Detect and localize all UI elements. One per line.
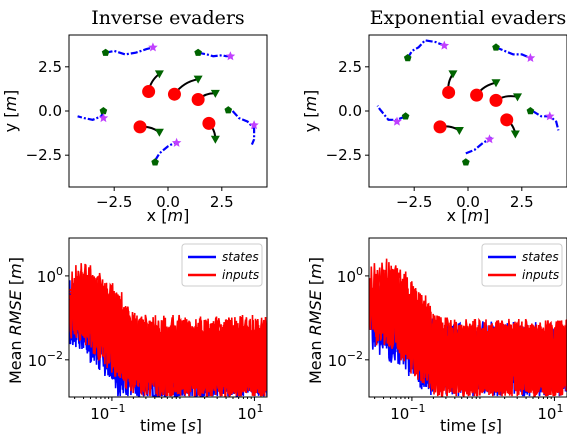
- evader-marker: [225, 51, 236, 61]
- pursuer-marker: [489, 93, 503, 107]
- evader-marker: [484, 134, 495, 144]
- evader-marker: [525, 53, 536, 62]
- evader-start-marker: [224, 106, 233, 114]
- y-tick-label: 2.5: [38, 58, 62, 76]
- axes-frame: [68, 34, 268, 188]
- target-marker: [210, 135, 220, 144]
- x-tick-label: 0.0: [156, 193, 180, 211]
- evader-marker: [171, 137, 182, 147]
- legend-label-inputs: inputs: [222, 268, 259, 282]
- axes-frame: [368, 237, 567, 398]
- rmse-panel-2: 10−1 101 100 10−2 time [s] Mean RMSE [m] state…: [306, 237, 567, 434]
- y-axis-label: Mean RMSE [m]: [6, 257, 25, 384]
- target-marker: [454, 126, 464, 135]
- y-tick-label: −2.5: [326, 146, 362, 164]
- pursuer-marker: [442, 85, 456, 99]
- evader-marker: [392, 116, 402, 126]
- trajectory-panel-2: Exponential evaders −2.5 0.0 2.5 2.5 0.0 −2.5 x…: [301, 7, 567, 225]
- target-marker: [154, 128, 164, 137]
- y-tick-label: −2.5: [26, 146, 62, 164]
- evader-marker: [439, 40, 450, 50]
- x-tick-label: 10−1: [390, 402, 425, 423]
- evader-start-marker: [526, 107, 535, 115]
- evader-trail: [154, 141, 177, 162]
- evader-trail: [532, 110, 560, 131]
- y-tick-label: 10−2: [328, 349, 363, 370]
- target-marker: [154, 70, 164, 79]
- evader-marker: [98, 113, 109, 123]
- pursuer-marker: [500, 113, 514, 127]
- inputs-line: [369, 284, 567, 391]
- evader-start-marker: [101, 48, 110, 56]
- evader-trail: [231, 110, 256, 146]
- axes-frame: [68, 237, 268, 398]
- x-tick-label: 2.5: [210, 193, 234, 211]
- legend-label-inputs: inputs: [522, 268, 559, 282]
- x-tick-label: 10−1: [90, 402, 125, 423]
- evader-start-marker: [194, 48, 202, 56]
- panel-title: Inverse evaders: [91, 7, 244, 29]
- y-tick-label: 100: [337, 265, 363, 286]
- evader-trail: [495, 46, 531, 60]
- y-tick-label: 100: [37, 265, 63, 286]
- y-axis-label: y [m]: [301, 90, 320, 133]
- evader-trail: [376, 105, 407, 121]
- evader-start-marker: [492, 43, 500, 51]
- x-tick-label: −2.5: [96, 193, 132, 211]
- evader-start-marker: [99, 107, 108, 115]
- evader-start-marker: [401, 112, 410, 120]
- legend-label-states: states: [522, 250, 559, 264]
- y-tick-label: 0.0: [338, 102, 362, 120]
- pursuer-marker: [470, 88, 484, 102]
- evader-marker: [148, 42, 158, 52]
- trajectory-panel-1: Inverse evaders −2.5 0.0 2.5 2.5 0.0 −2.5 x [m]…: [1, 7, 268, 225]
- pursuer-marker: [133, 120, 147, 134]
- evader-trail: [77, 110, 105, 121]
- target-marker: [491, 79, 501, 88]
- y-axis-label: y [m]: [1, 90, 20, 133]
- x-tick-label: 0.0: [456, 193, 480, 211]
- target-marker: [193, 75, 203, 84]
- x-axis-label: x [m]: [147, 206, 190, 225]
- evader-start-marker: [403, 54, 412, 62]
- x-axis-label: x [m]: [447, 206, 490, 225]
- legend: states inputs: [481, 243, 563, 287]
- target-marker: [510, 130, 520, 139]
- evader-start-marker: [462, 158, 470, 166]
- target-marker: [513, 93, 522, 102]
- pursuer-marker: [142, 85, 156, 99]
- evader-trail: [197, 51, 231, 58]
- evader-trail: [406, 39, 445, 59]
- y-tick-label: 2.5: [338, 58, 362, 76]
- target-marker: [448, 70, 458, 79]
- y-tick-label: 10−2: [28, 349, 63, 370]
- inputs-line: [69, 270, 267, 397]
- legend: states inputs: [181, 243, 263, 287]
- evader-start-marker: [151, 158, 159, 166]
- evader-marker: [545, 111, 555, 121]
- target-marker: [210, 89, 220, 98]
- evader-marker: [249, 120, 259, 130]
- y-tick-label: 0.0: [38, 102, 62, 120]
- x-tick-label: 2.5: [510, 193, 534, 211]
- rmse-panel-1: 10−1 101 100 10−2 time [s] Mean RMSE [m] state…: [6, 237, 268, 434]
- x-tick-label: −2.5: [396, 193, 432, 211]
- pursuer-marker: [202, 116, 216, 130]
- pursuer-marker: [433, 120, 447, 134]
- plot-area: [69, 263, 267, 397]
- pursuer-marker: [167, 87, 181, 101]
- plot-area: [369, 258, 567, 397]
- x-tick-label: 101: [537, 402, 563, 423]
- legend-label-states: states: [222, 250, 259, 264]
- x-tick-label: 101: [237, 402, 263, 423]
- panel-title: Exponential evaders: [370, 7, 567, 29]
- x-axis-label: time [s]: [440, 416, 502, 434]
- evader-trail: [105, 46, 154, 56]
- y-axis-label: Mean RMSE [m]: [306, 257, 325, 384]
- pursuer-marker: [191, 93, 205, 107]
- x-axis-label: time [s]: [140, 416, 202, 434]
